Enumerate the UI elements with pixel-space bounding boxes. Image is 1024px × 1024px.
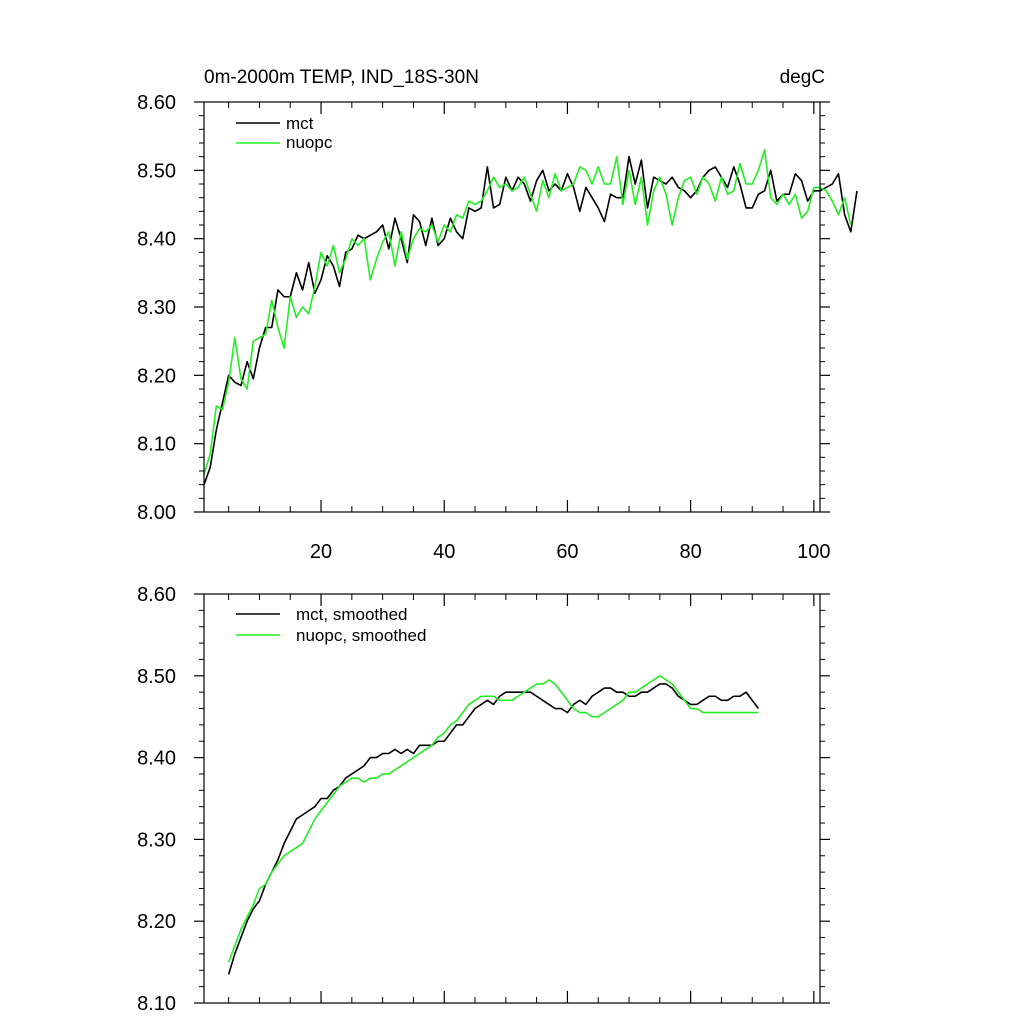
x-tick-label: 80	[680, 541, 702, 563]
units-label: degC	[780, 67, 825, 88]
y-tick-label: 8.60	[137, 92, 176, 114]
chart-title: 0m-2000m TEMP, IND_18S-30N	[204, 67, 479, 88]
bottom-panel-chart: 8.10 8.20 8.30 8.40 8.50 8.60 mct, smoothed n…	[137, 584, 830, 1015]
y-tick-label: 8.00	[137, 502, 176, 524]
y-tick-label: 8.30	[137, 829, 176, 851]
y-tick-label: 8.40	[137, 229, 176, 251]
plot-frame	[203, 101, 821, 513]
y-tick-label: 8.40	[137, 748, 176, 770]
x-tick-label: 40	[433, 541, 455, 563]
x-tick-label: 100	[797, 541, 830, 563]
y-tick-label: 8.50	[137, 160, 176, 182]
legend: mct, smoothed nuopc, smoothed	[236, 605, 426, 645]
plot-frame	[203, 593, 821, 1004]
top-panel-chart: 20 40 60 80 100 8.00 8.10 8.20 8.30 8.40 8.50 8.60 0…	[137, 67, 858, 563]
y-tick-label: 8.50	[137, 666, 176, 688]
x-tick-label: 60	[556, 541, 578, 563]
series-line-1	[227, 674, 759, 963]
y-tick-label: 8.30	[137, 297, 176, 319]
legend-label-mct: mct	[286, 114, 314, 133]
x-tick-label: 20	[310, 541, 332, 563]
series-line-0	[227, 683, 760, 975]
series-line-0	[203, 155, 858, 485]
legend: mct nuopc	[236, 114, 333, 152]
y-tick-label: 8.10	[137, 434, 176, 456]
y-tick-label: 8.60	[137, 584, 176, 606]
legend-label-nuopc: nuopc	[286, 133, 333, 152]
legend-label-mct-smoothed: mct, smoothed	[296, 605, 408, 624]
y-tick-label: 8.20	[137, 911, 176, 933]
y-tick-label: 8.20	[137, 365, 176, 387]
legend-label-nuopc-smoothed: nuopc, smoothed	[296, 626, 426, 645]
y-tick-label: 8.10	[137, 993, 176, 1015]
series-line-1	[203, 149, 852, 475]
